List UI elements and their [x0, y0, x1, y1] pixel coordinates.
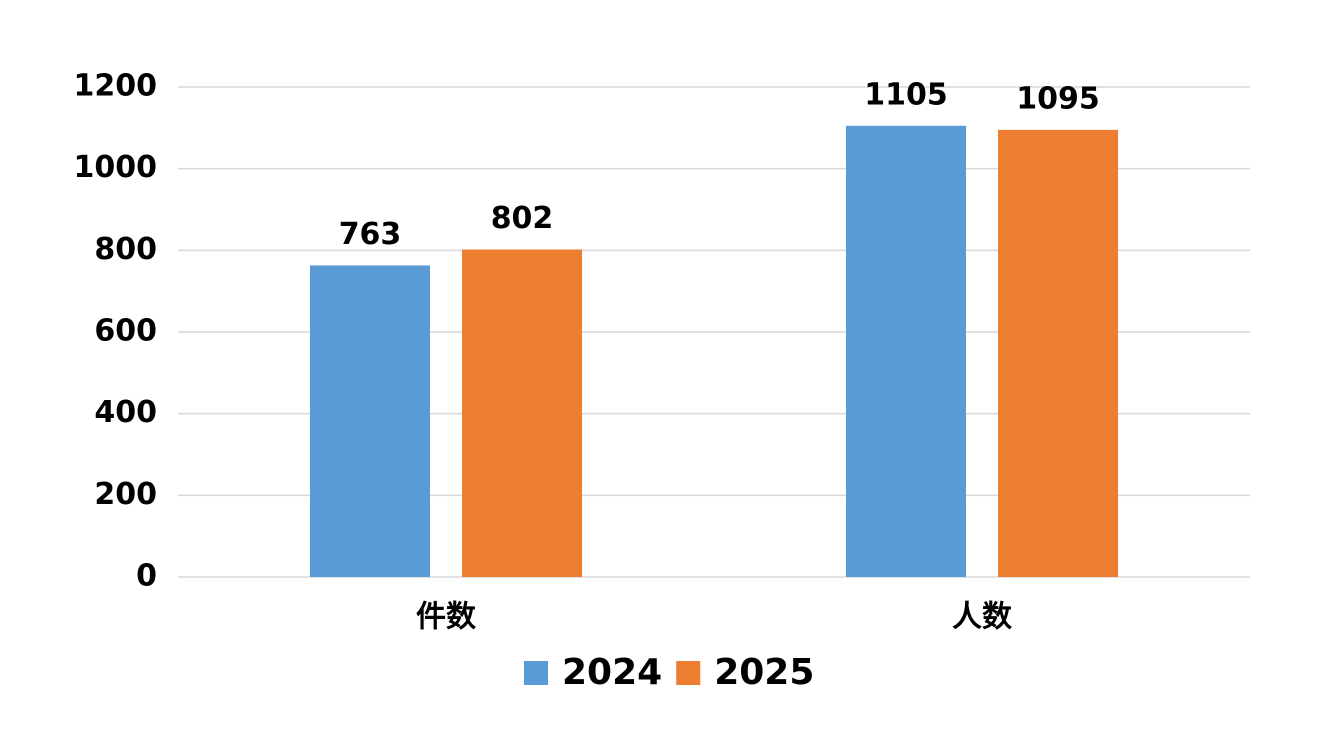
- legend-swatch: [676, 661, 701, 685]
- bar: [846, 125, 966, 578]
- legend-label: 2024: [562, 652, 662, 693]
- legend-label: 2025: [714, 652, 814, 693]
- y-tick-label: 1200: [74, 69, 158, 104]
- value-label: 763: [339, 217, 402, 252]
- x-tick-label: 人数: [952, 600, 1013, 635]
- y-tick-label: 600: [94, 314, 157, 349]
- bar: [998, 129, 1118, 577]
- y-tick-label: 0: [136, 559, 157, 594]
- x-tick-label: 件数: [416, 600, 477, 635]
- y-tick-label: 800: [94, 232, 157, 267]
- value-label: 802: [491, 201, 554, 236]
- value-label: 1105: [864, 77, 948, 112]
- legend-swatch: [524, 661, 548, 685]
- bar: [462, 249, 582, 577]
- y-tick-label: 200: [94, 477, 157, 512]
- value-label: 1095: [1016, 81, 1100, 116]
- y-tick-label: 400: [94, 395, 157, 430]
- bar: [310, 265, 430, 577]
- y-tick-label: 1000: [74, 150, 158, 185]
